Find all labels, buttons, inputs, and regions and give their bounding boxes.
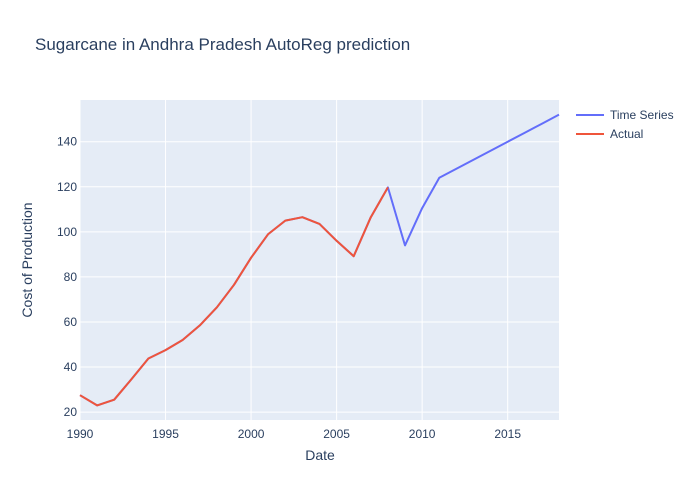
x-tick-label: 2000 xyxy=(238,427,265,441)
legend: Time Series Actual xyxy=(576,108,674,141)
legend-item-actual[interactable]: Actual xyxy=(576,127,643,141)
x-tick-label: 2010 xyxy=(409,427,436,441)
x-tick-label: 2015 xyxy=(494,427,521,441)
y-tick-label: 80 xyxy=(64,270,78,284)
legend-item-time-series[interactable]: Time Series xyxy=(576,108,674,122)
x-axis-title: Date xyxy=(305,447,335,463)
x-tick-label: 1990 xyxy=(67,427,94,441)
y-axis-ticks: 20 40 60 80 100 120 140 xyxy=(57,135,77,419)
y-axis-title: Cost of Production xyxy=(19,202,35,317)
series-line-actual[interactable] xyxy=(79,186,389,407)
grid-lines xyxy=(79,100,559,420)
x-tick-label: 1995 xyxy=(152,427,179,441)
plot-area xyxy=(80,100,559,420)
x-tick-label: 2005 xyxy=(323,427,350,441)
series-lines xyxy=(79,113,560,407)
legend-label-actual: Actual xyxy=(610,127,643,141)
chart-title: Sugarcane in Andhra Pradesh AutoReg pred… xyxy=(35,35,410,54)
legend-label-time-series: Time Series xyxy=(610,108,674,122)
y-tick-label: 100 xyxy=(57,225,77,239)
y-tick-label: 60 xyxy=(64,315,78,329)
y-tick-label: 40 xyxy=(64,360,78,374)
y-tick-label: 140 xyxy=(57,135,77,149)
x-axis-ticks: 1990 1995 2000 2005 2010 2015 xyxy=(67,427,522,441)
y-tick-label: 120 xyxy=(57,180,77,194)
y-tick-label: 20 xyxy=(64,405,78,419)
